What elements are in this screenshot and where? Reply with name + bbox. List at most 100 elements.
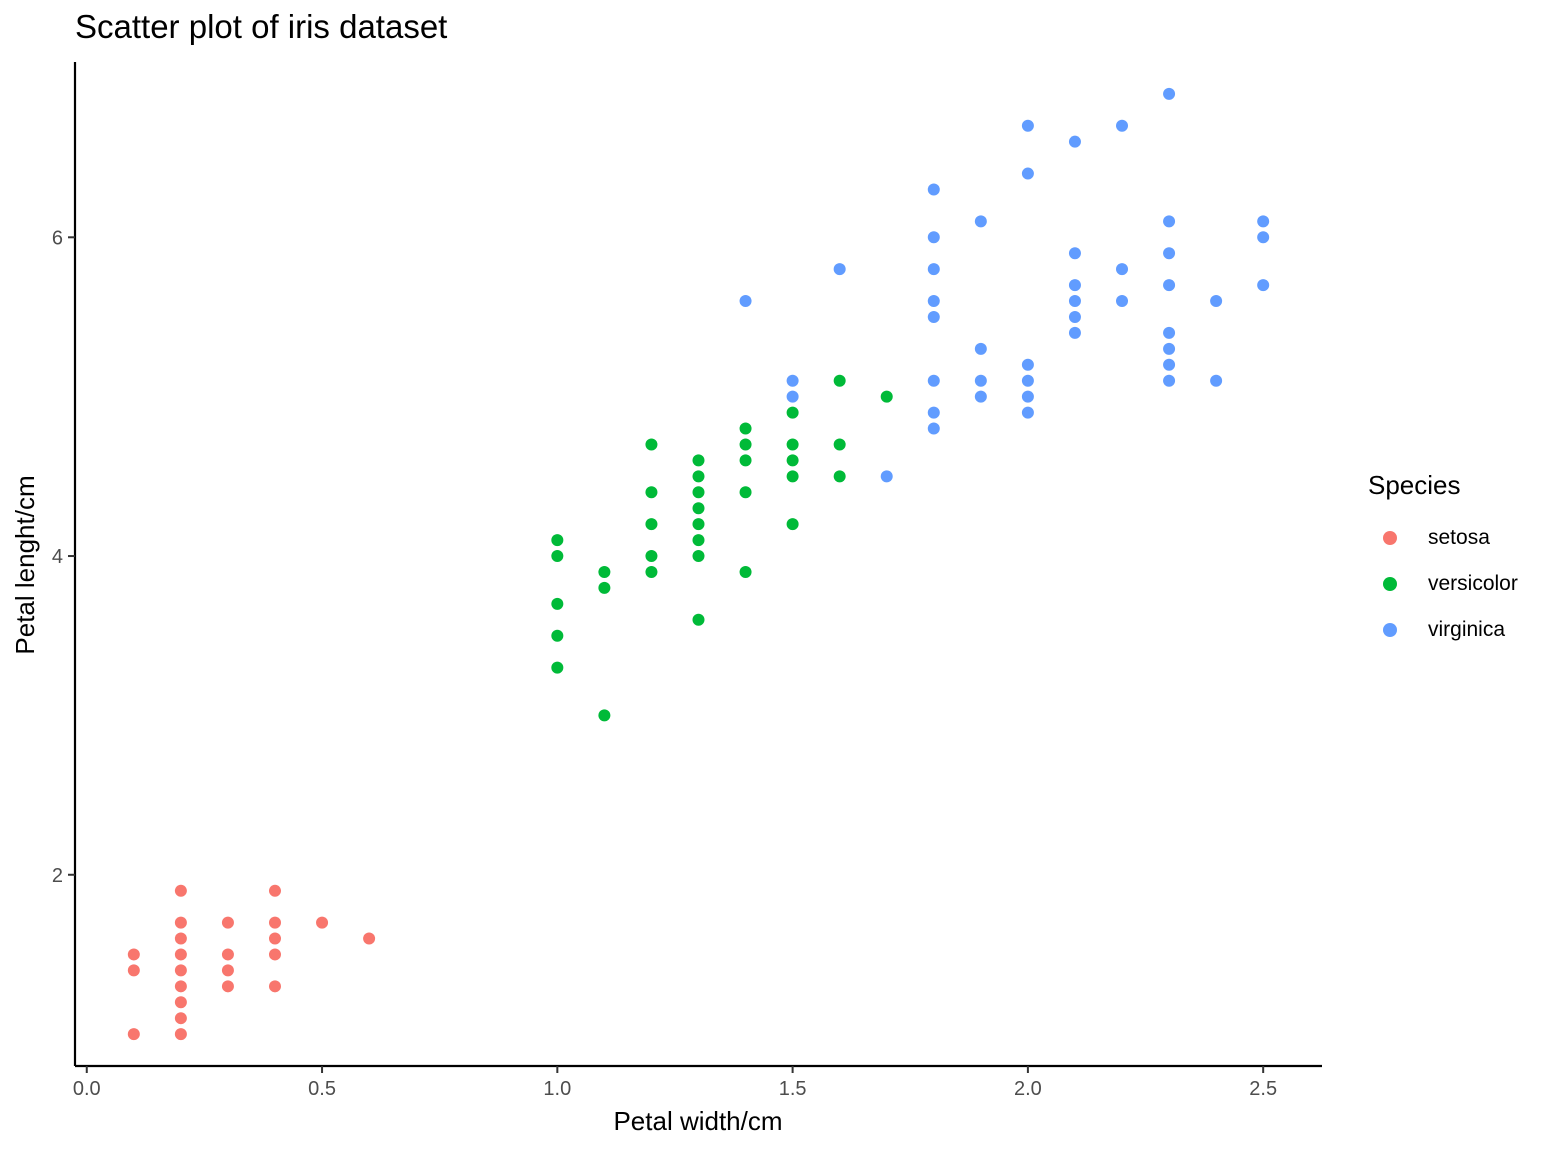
data-point-setosa [268, 916, 281, 929]
data-point-virginica [1163, 374, 1176, 387]
data-point-versicolor [551, 550, 564, 563]
data-point-versicolor [786, 518, 799, 531]
data-point-virginica [1163, 342, 1176, 355]
x-tick-label: 0.5 [308, 1078, 336, 1100]
data-point-versicolor [692, 502, 705, 515]
data-point-versicolor [833, 374, 846, 387]
data-point-versicolor [692, 534, 705, 547]
data-point-setosa [127, 1028, 140, 1041]
data-point-setosa [174, 1012, 187, 1025]
data-point-versicolor [786, 454, 799, 467]
legend-title: Species [1368, 470, 1461, 500]
data-point-setosa [221, 964, 234, 977]
data-point-versicolor [692, 486, 705, 499]
x-tick-label: 0.0 [73, 1078, 101, 1100]
data-point-versicolor [692, 550, 705, 563]
data-point-versicolor [786, 470, 799, 483]
data-point-setosa [174, 932, 187, 945]
legend-label-versicolor: versicolor [1428, 572, 1518, 595]
data-point-versicolor [598, 565, 611, 578]
legend-label-setosa: setosa [1428, 526, 1490, 549]
data-point-setosa [174, 964, 187, 977]
data-point-setosa [221, 916, 234, 929]
legend: Species setosa versicolor virginica [1368, 470, 1518, 653]
x-tick-label: 1.0 [543, 1078, 571, 1100]
chart-title: Scatter plot of iris dataset [75, 8, 448, 45]
data-point-versicolor [739, 486, 752, 499]
data-point-virginica [1068, 326, 1081, 339]
data-point-versicolor [692, 470, 705, 483]
legend-item-virginica: virginica [1368, 607, 1518, 653]
y-tick-label: 6 [52, 227, 63, 249]
x-tick-label: 1.5 [779, 1078, 807, 1100]
data-point-virginica [1163, 279, 1176, 292]
data-point-versicolor [739, 565, 752, 578]
data-point-versicolor [786, 438, 799, 451]
data-point-virginica [786, 374, 799, 387]
data-point-versicolor [645, 518, 658, 531]
legend-key-versicolor [1383, 577, 1397, 591]
data-point-virginica [833, 263, 846, 276]
data-point-setosa [221, 948, 234, 961]
data-point-virginica [1116, 119, 1129, 132]
data-point-virginica [1163, 326, 1176, 339]
y-tick-label: 2 [52, 865, 63, 887]
data-point-versicolor [739, 422, 752, 435]
data-point-versicolor [598, 581, 611, 594]
data-point-virginica [1068, 310, 1081, 323]
data-point-setosa [127, 948, 140, 961]
axes: 0.0 0.5 1.0 1.5 2.0 2.5 2 4 6 [52, 62, 1322, 1100]
data-point-setosa [268, 884, 281, 897]
data-point-versicolor [645, 550, 658, 563]
data-point-versicolor [598, 709, 611, 722]
y-tick-label: 4 [52, 546, 63, 568]
data-point-virginica [786, 390, 799, 403]
data-point-virginica [974, 390, 987, 403]
data-point-virginica [1021, 374, 1034, 387]
data-point-virginica [1257, 215, 1270, 228]
data-point-virginica [1257, 231, 1270, 244]
data-point-versicolor [645, 565, 658, 578]
data-points [127, 87, 1270, 1041]
data-point-virginica [974, 374, 987, 387]
data-point-versicolor [692, 518, 705, 531]
data-point-virginica [927, 422, 940, 435]
data-point-versicolor [739, 438, 752, 451]
data-point-setosa [127, 964, 140, 977]
data-point-virginica [880, 470, 893, 483]
legend-item-versicolor: versicolor [1368, 561, 1518, 607]
data-point-setosa [268, 980, 281, 993]
data-point-versicolor [692, 613, 705, 626]
data-point-setosa [316, 916, 329, 929]
data-point-virginica [1163, 87, 1176, 100]
data-point-virginica [1257, 279, 1270, 292]
data-point-versicolor [880, 390, 893, 403]
data-point-setosa [174, 916, 187, 929]
data-point-virginica [1210, 374, 1223, 387]
data-point-virginica [927, 231, 940, 244]
data-point-virginica [1021, 358, 1034, 371]
data-point-versicolor [551, 629, 564, 642]
data-point-setosa [174, 996, 187, 1009]
data-point-virginica [1116, 295, 1129, 308]
data-point-virginica [1021, 167, 1034, 180]
data-point-virginica [739, 295, 752, 308]
data-point-versicolor [692, 454, 705, 467]
data-point-virginica [1163, 215, 1176, 228]
data-point-virginica [1068, 295, 1081, 308]
data-point-setosa [174, 1028, 187, 1041]
data-point-virginica [1163, 247, 1176, 260]
legend-item-setosa: setosa [1368, 515, 1518, 561]
data-point-setosa [363, 932, 376, 945]
x-axis-title: Petal width/cm [613, 1106, 782, 1136]
legend-key-setosa [1383, 531, 1397, 545]
legend-key-virginica [1383, 623, 1397, 637]
data-point-versicolor [739, 454, 752, 467]
data-point-versicolor [645, 486, 658, 499]
data-point-virginica [927, 183, 940, 196]
data-point-virginica [974, 215, 987, 228]
data-point-setosa [174, 948, 187, 961]
data-point-versicolor [645, 438, 658, 451]
data-point-virginica [927, 374, 940, 387]
